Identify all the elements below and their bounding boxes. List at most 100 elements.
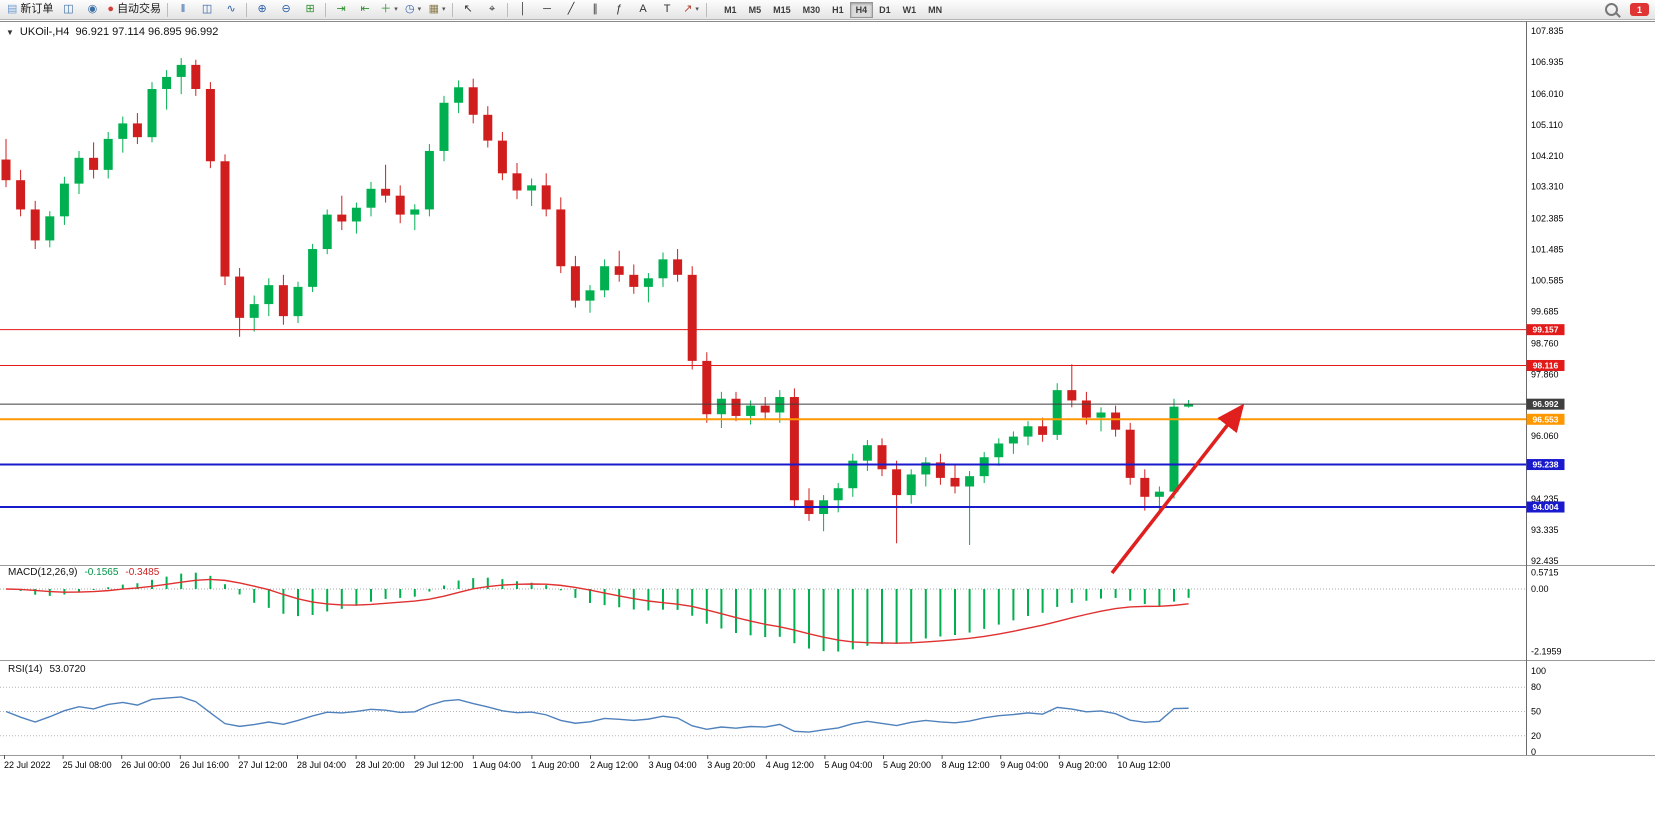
macd-pane: 0.5715 0.00 -2.1959 bbox=[0, 568, 1562, 657]
indicators-icon: ＋ bbox=[380, 3, 392, 15]
line-chart-button[interactable]: ∿ bbox=[219, 1, 243, 19]
arrows-icon: ↗ bbox=[683, 3, 693, 15]
price-badge: 94.004 bbox=[1526, 501, 1565, 513]
rsi-axis-label: 100 bbox=[1531, 666, 1546, 676]
ohlc-values: 96.921 97.114 96.895 96.992 bbox=[75, 26, 219, 38]
chevron-down-icon: ▾ bbox=[394, 6, 398, 13]
text-label-button[interactable]: T bbox=[655, 1, 679, 19]
price-axis-label: 97.860 bbox=[1531, 369, 1559, 379]
vertical-line-button[interactable]: │ bbox=[511, 1, 535, 19]
timeframe-m15[interactable]: M15 bbox=[773, 4, 791, 15]
timeframe-m5[interactable]: M5 bbox=[748, 4, 762, 15]
price-axis[interactable]: 107.835 106.935 106.010 105.110 104.210 103.3… bbox=[1526, 26, 1565, 566]
time-axis-label: 9 Aug 04:00 bbox=[1000, 760, 1048, 770]
market-watch-button[interactable]: ◫ bbox=[56, 1, 80, 19]
price-badge: 96.992 bbox=[1526, 398, 1565, 410]
templates-icon: ▦ bbox=[428, 3, 439, 15]
timeframe-d1[interactable]: D1 bbox=[879, 4, 891, 15]
price-axis-label: 106.935 bbox=[1531, 57, 1564, 67]
time-axis-label: 26 Jul 00:00 bbox=[121, 760, 170, 770]
auto-scroll-icon: ⇥ bbox=[336, 3, 346, 15]
timeframe-w1[interactable]: W1 bbox=[902, 4, 917, 15]
tile-windows-icon: ⊞ bbox=[305, 3, 315, 15]
indicators-button[interactable]: ＋ ▾ bbox=[377, 1, 401, 19]
toolbar-buttons: ▤ 新订单 ◫ ◉ ● 自动交易 ‖ ◫ ∿ ⊕ ⊖ ⊞ ⇥ ⇤ ＋ ▾ ◷ ▾ ▦ ▾ ↖ ⌖ │ ─ ╱ ∥ ƒ A T ↗ ▾ bbox=[4, 0, 710, 19]
price-axis-label: 105.110 bbox=[1531, 120, 1563, 130]
autotrade-button[interactable]: ● 自动交易 bbox=[104, 1, 164, 19]
macd-axis-label: 0.5715 bbox=[1531, 568, 1559, 578]
time-axis[interactable]: 22 Jul 2022 25 Jul 08:00 26 Jul 00:00 26 Ju… bbox=[4, 755, 1170, 770]
rsi-value: 53.0720 bbox=[49, 664, 86, 675]
price-badge: 95.238 bbox=[1526, 459, 1565, 471]
rsi-name: RSI(14) bbox=[8, 664, 43, 675]
macd-axis-label: -2.1959 bbox=[1531, 647, 1562, 657]
chart-canvas[interactable]: 107.835 106.935 106.010 105.110 104.210 103.3… bbox=[0, 20, 1655, 818]
time-axis-label: 3 Aug 04:00 bbox=[649, 760, 697, 770]
horizontal-level-lines[interactable] bbox=[0, 329, 1526, 509]
timeframe-m30[interactable]: M30 bbox=[802, 4, 821, 15]
tile-windows-button[interactable]: ⊞ bbox=[298, 1, 322, 19]
time-axis-label: 28 Jul 04:00 bbox=[297, 760, 346, 770]
timeframe-m1[interactable]: M1 bbox=[724, 4, 737, 15]
timeframe-h1[interactable]: H1 bbox=[832, 4, 844, 15]
text-button[interactable]: A bbox=[631, 1, 655, 19]
candlestick-chart-button[interactable]: ◫ bbox=[195, 1, 219, 19]
collapse-triangle-icon[interactable]: ▼ bbox=[6, 27, 14, 37]
new-order-icon: ▤ bbox=[7, 3, 18, 15]
macd-signal-line bbox=[5, 578, 1189, 644]
svg-text:96.992: 96.992 bbox=[1533, 399, 1559, 409]
svg-text:96.553: 96.553 bbox=[1533, 414, 1559, 424]
price-axis-label: 96.060 bbox=[1531, 431, 1559, 441]
new-order-button[interactable]: ▤ 新订单 bbox=[4, 1, 56, 19]
zoom-out-button[interactable]: ⊖ bbox=[274, 1, 298, 19]
cursor-button[interactable]: ↖ bbox=[456, 1, 480, 19]
trend-arrow[interactable] bbox=[1110, 403, 1245, 575]
timeframe-h4[interactable]: H4 bbox=[849, 1, 874, 18]
price-axis-label: 103.310 bbox=[1531, 182, 1564, 192]
chevron-down-icon: ▾ bbox=[442, 6, 446, 13]
price-axis-label: 94.235 bbox=[1531, 494, 1559, 504]
toolbar-separator bbox=[325, 2, 327, 17]
toolbar: ▤ 新订单 ◫ ◉ ● 自动交易 ‖ ◫ ∿ ⊕ ⊖ ⊞ ⇥ ⇤ ＋ ▾ ◷ ▾ ▦ ▾ ↖ ⌖ │ ─ ╱ ∥ ƒ A T ↗ ▾ M1 M… bbox=[0, 0, 1655, 20]
arrows-button[interactable]: ↗ ▾ bbox=[679, 1, 703, 19]
macd-name: MACD(12,26,9) bbox=[8, 567, 78, 578]
symbol-period-label: UKOil-,H4 bbox=[19, 26, 70, 38]
timeframe-mn[interactable]: MN bbox=[928, 4, 943, 15]
timeframe-group: M1 M5 M15 M30 H1 H4 D1 W1 MN bbox=[718, 1, 948, 18]
price-axis-label: 102.385 bbox=[1531, 214, 1564, 224]
market-watch-icon: ◫ bbox=[63, 3, 74, 15]
time-axis-label: 5 Aug 20:00 bbox=[883, 760, 931, 770]
rsi-axis-label: 0 bbox=[1531, 747, 1536, 757]
zoom-in-button[interactable]: ⊕ bbox=[250, 1, 274, 19]
community-button[interactable]: ◉ bbox=[80, 1, 104, 19]
candlestick-series bbox=[1, 58, 1194, 546]
templates-button[interactable]: ▦ ▾ bbox=[425, 1, 449, 19]
new-order-button-label: 新订单 bbox=[20, 3, 54, 15]
zoom-in-icon: ⊕ bbox=[257, 3, 267, 15]
time-axis-label: 3 Aug 20:00 bbox=[707, 760, 755, 770]
trendline-button[interactable]: ╱ bbox=[559, 1, 583, 19]
time-axis-label: 9 Aug 20:00 bbox=[1059, 760, 1107, 770]
text-icon: A bbox=[639, 3, 647, 15]
periods-icon: ◷ bbox=[405, 3, 415, 15]
crosshair-button[interactable]: ⌖ bbox=[480, 1, 504, 19]
price-axis-label: 92.435 bbox=[1531, 556, 1559, 566]
notification-badge[interactable]: 1 bbox=[1630, 3, 1649, 16]
periods-button[interactable]: ◷ ▾ bbox=[401, 1, 425, 19]
bar-chart-button[interactable]: ‖ bbox=[171, 1, 195, 19]
chart-shift-icon: ⇤ bbox=[360, 3, 370, 15]
rsi-indicator-label: RSI(14) 53.0720 bbox=[8, 664, 86, 675]
search-icon[interactable] bbox=[1605, 3, 1618, 16]
vertical-line-icon: │ bbox=[519, 3, 527, 15]
time-axis-label: 5 Aug 04:00 bbox=[824, 760, 872, 770]
auto-scroll-button[interactable]: ⇥ bbox=[329, 1, 353, 19]
fibonacci-button[interactable]: ƒ bbox=[607, 1, 631, 19]
chart-shift-button[interactable]: ⇤ bbox=[353, 1, 377, 19]
channel-button[interactable]: ∥ bbox=[583, 1, 607, 19]
autotrade-button-label: 自动交易 bbox=[117, 3, 162, 15]
time-axis-label: 26 Jul 16:00 bbox=[180, 760, 229, 770]
price-axis-label: 100.585 bbox=[1531, 276, 1564, 286]
horizontal-line-button[interactable]: ─ bbox=[535, 1, 559, 19]
price-axis-label: 98.760 bbox=[1531, 338, 1559, 348]
community-icon: ◉ bbox=[87, 3, 98, 15]
